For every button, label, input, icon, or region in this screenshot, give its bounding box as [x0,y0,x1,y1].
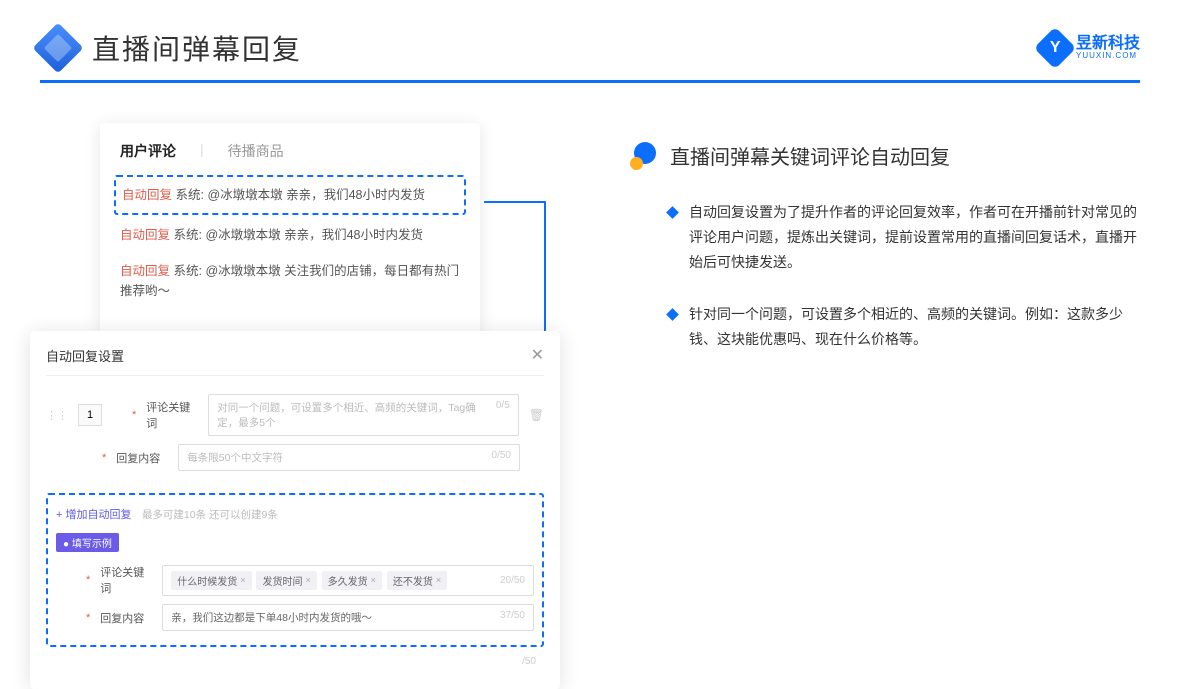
ex-keyword-label: 评论关键词 [100,564,152,596]
index-badge: 1 [78,404,102,426]
tab-products[interactable]: 待播商品 [228,141,284,161]
tab-comments[interactable]: 用户评论 [120,141,176,161]
header-divider [40,80,1140,83]
diamond-icon [666,206,679,219]
example-badge: ● 填写示例 [56,533,119,552]
dialog-header: 自动回复设置 ✕ [46,345,544,376]
ex-content-label: 回复内容 [100,610,152,626]
connector-line [484,201,544,203]
drag-handle-icon[interactable]: ⋮⋮ [46,409,68,422]
comment-text: 系统: @冰墩墩本墩 亲亲，我们48小时内发货 [176,188,426,202]
tag-chip[interactable]: 发货时间× [256,571,316,590]
tag-chip[interactable]: 多久发货× [322,571,382,590]
example-highlight-box: + 增加自动回复 最多可建10条 还可以创建9条 ● 填写示例 * 评论关键词 … [46,493,544,647]
close-icon[interactable]: ✕ [531,345,544,365]
diamond-icon [666,308,679,321]
content-input[interactable]: 每条限50个中文字符 0/50 [178,444,520,471]
screenshot-panel: 用户评论 | 待播商品 自动回复 系统: @冰墩墩本墩 亲亲，我们48小时内发货… [40,123,560,378]
required-dot: * [132,409,136,421]
dialog-title: 自动回复设置 [46,346,124,365]
form-section: ⋮⋮ 1 * 评论关键词 对同一个问题，可设置多个相近、高频的关键词，Tag确定… [46,376,544,489]
tag-chip[interactable]: 还不发货× [387,571,447,590]
ex-content-input[interactable]: 亲，我们这边都是下单48小时内发货的哦～ 37/50 [162,604,534,631]
bullet-item: 针对同一个问题，可设置多个相近的、高频的关键词。例如：这款多少钱、这块能优惠吗、… [630,302,1140,352]
comment-row: 自动回复 系统: @冰墩墩本墩 亲亲，我们48小时内发货 [120,217,460,253]
bubble-icon [630,142,658,170]
brand-icon: Y [1034,27,1076,69]
example-content-row: * 回复内容 亲，我们这边都是下单48小时内发货的哦～ 37/50 [56,600,534,635]
outer-count: /50 [522,656,536,667]
settings-dialog: 自动回复设置 ✕ ⋮⋮ 1 * 评论关键词 对同一个问题，可设置多个相近、高频的… [30,331,560,689]
comments-card: 用户评论 | 待播商品 自动回复 系统: @冰墩墩本墩 亲亲，我们48小时内发货… [100,123,480,333]
keyword-input[interactable]: 对同一个问题，可设置多个相近、高频的关键词，Tag确定，最多5个 0/5 [208,394,518,436]
example-keyword-row: * 评论关键词 什么时候发货× 发货时间× 多久发货× 还不发货× 20/50 [56,560,534,600]
char-count: 20/50 [500,575,525,586]
required-dot: * [102,452,106,464]
section-title: 直播间弹幕关键词评论自动回复 [670,141,950,170]
cube-icon [33,23,84,74]
description-panel: 直播间弹幕关键词评论自动回复 自动回复设置为了提升作者的评论回复效率，作者可在开… [600,123,1140,378]
ex-keyword-input[interactable]: 什么时候发货× 发货时间× 多久发货× 还不发货× 20/50 [162,565,534,596]
delete-icon[interactable]: 🗑 [529,408,544,422]
auto-reply-tag: 自动回复 [122,188,172,202]
auto-reply-tag: 自动回复 [120,228,170,242]
page-title: 直播间弹幕回复 [92,28,302,68]
header-left: 直播间弹幕回复 [40,28,302,68]
comment-row: 自动回复 系统: @冰墩墩本墩 关注我们的店铺，每日都有热门推荐哟～ [120,253,460,309]
tag-container: 什么时候发货× 发货时间× 多久发货× 还不发货× [171,571,449,590]
char-count: 0/50 [492,450,511,465]
content-label: 回复内容 [116,450,168,466]
char-count: 37/50 [500,610,525,625]
char-count: 0/5 [496,400,510,430]
brand-sub: YUUXIN.COM [1076,52,1140,61]
section-header: 直播间弹幕关键词评论自动回复 [630,141,1140,170]
content-row: * 回复内容 每条限50个中文字符 0/50 [46,440,544,475]
comment-row-highlighted: 自动回复 系统: @冰墩墩本墩 亲亲，我们48小时内发货 [114,175,466,215]
brand-name: 昱新科技 [1076,35,1140,53]
brand-logo: Y 昱新科技 YUUXIN.COM [1040,33,1140,63]
keyword-label: 评论关键词 [146,399,198,431]
tag-chip[interactable]: 什么时候发货× [171,571,251,590]
page-header: 直播间弹幕回复 Y 昱新科技 YUUXIN.COM [0,0,1180,80]
bullet-text: 针对同一个问题，可设置多个相近的、高频的关键词。例如：这款多少钱、这块能优惠吗、… [689,302,1140,352]
tabs: 用户评论 | 待播商品 [120,141,460,161]
add-auto-reply-link[interactable]: + 增加自动回复 [56,503,131,527]
add-hint: 最多可建10条 还可以创建9条 [142,509,278,521]
bullet-item: 自动回复设置为了提升作者的评论回复效率，作者可在开播前针对常见的评论用户问题，提… [630,200,1140,276]
keyword-row: ⋮⋮ 1 * 评论关键词 对同一个问题，可设置多个相近、高频的关键词，Tag确定… [46,390,544,440]
comment-text: 系统: @冰墩墩本墩 亲亲，我们48小时内发货 [174,228,424,242]
auto-reply-tag: 自动回复 [120,264,170,278]
comment-text: 系统: @冰墩墩本墩 关注我们的店铺，每日都有热门推荐哟～ [120,264,459,298]
bullet-text: 自动回复设置为了提升作者的评论回复效率，作者可在开播前针对常见的评论用户问题，提… [689,200,1140,276]
